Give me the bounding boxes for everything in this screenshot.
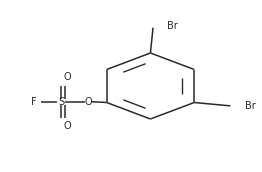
Text: O: O — [63, 72, 71, 82]
Text: Br: Br — [167, 21, 178, 31]
Text: O: O — [85, 97, 92, 107]
Text: S: S — [58, 97, 64, 107]
Text: F: F — [31, 97, 37, 107]
Text: Br: Br — [245, 101, 255, 111]
Text: O: O — [63, 121, 71, 131]
